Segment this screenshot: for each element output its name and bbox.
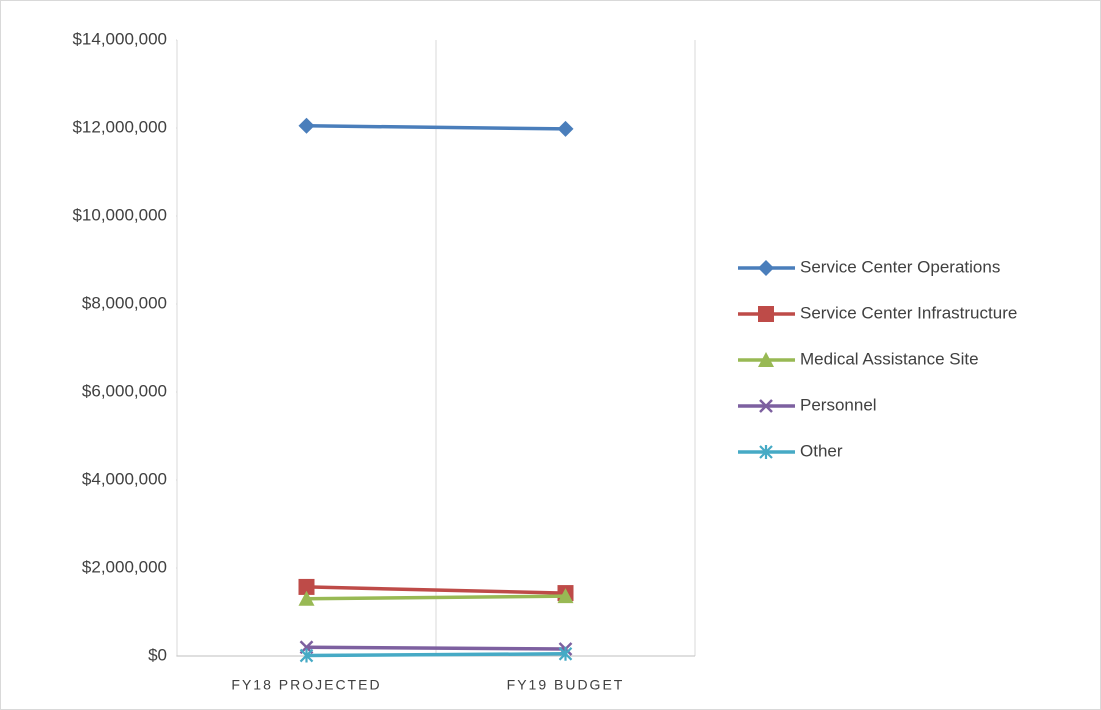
legend-label: Service Center Infrastructure [800,303,1017,322]
x-tick-label: FY18 PROJECTED [231,677,381,693]
series [299,646,573,663]
marker [758,260,774,276]
y-tick-label: $14,000,000 [72,29,167,48]
y-tick-label: $8,000,000 [82,293,167,312]
marker [298,590,315,606]
y-tick-label: $2,000,000 [82,557,167,576]
series-line [306,124,566,131]
marker [557,120,574,137]
x-tick-label: FY19 BUDGET [507,677,625,693]
y-tick-label: $10,000,000 [72,205,167,224]
y-tick-label: $4,000,000 [82,469,167,488]
marker [759,399,773,413]
series-line [306,652,566,658]
series [298,117,574,137]
legend-label: Medical Assistance Site [800,349,979,368]
y-tick-label: $6,000,000 [82,381,167,400]
legend-item: Service Center Operations [738,257,1000,276]
marker [557,588,574,604]
marker [299,648,314,663]
marker [298,578,315,595]
marker [298,117,315,134]
legend-label: Personnel [800,395,877,414]
legend-label: Other [800,441,843,460]
legend-item: Other [738,441,843,460]
marker [758,352,774,367]
series-line [306,645,566,651]
legend-label: Service Center Operations [800,257,1000,276]
legend-item: Personnel [738,395,877,414]
legend-item: Medical Assistance Site [738,349,979,368]
y-tick-label: $0 [148,645,167,664]
series [298,588,574,606]
marker [759,445,773,459]
y-tick-label: $12,000,000 [72,117,167,136]
legend-item: Service Center Infrastructure [738,303,1017,322]
series-line [306,594,566,601]
series-line [306,585,566,595]
marker [758,306,774,322]
marker [558,646,573,661]
